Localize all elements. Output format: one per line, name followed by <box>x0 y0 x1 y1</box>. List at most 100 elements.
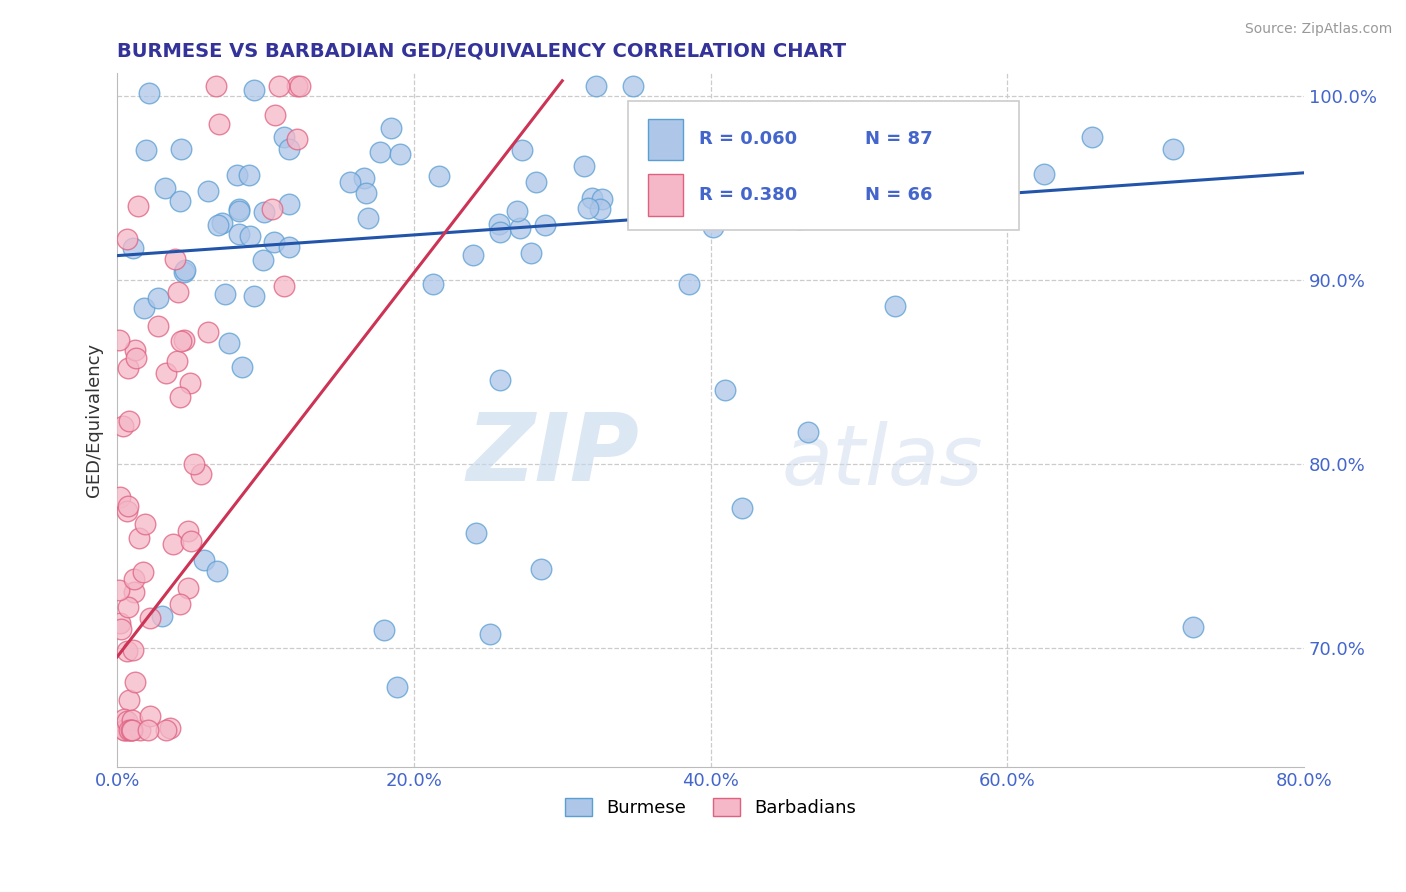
Point <box>228 227 250 242</box>
Point <box>821 145 844 160</box>
Point <box>720 136 742 150</box>
Point <box>731 500 754 515</box>
Point <box>678 277 700 291</box>
Point <box>139 611 162 625</box>
Point <box>180 533 202 548</box>
Point <box>904 186 927 201</box>
Point <box>110 491 132 505</box>
Point <box>114 723 136 738</box>
Point <box>115 644 138 658</box>
Point <box>520 246 543 260</box>
Point <box>179 376 201 391</box>
Point <box>239 229 262 244</box>
Point <box>1032 167 1054 181</box>
Point <box>463 248 485 262</box>
Point <box>533 218 555 232</box>
Bar <box>648 119 683 161</box>
Point <box>228 202 250 217</box>
Point <box>173 265 195 279</box>
Point <box>510 143 533 157</box>
Point <box>429 169 451 183</box>
Point <box>177 581 200 595</box>
Point <box>285 79 308 94</box>
Point <box>121 713 143 727</box>
Point <box>278 240 301 254</box>
Point <box>253 205 276 219</box>
Point <box>117 361 139 376</box>
Point <box>197 185 219 199</box>
Point <box>637 157 659 171</box>
Point <box>124 675 146 690</box>
Point <box>273 130 295 145</box>
Point <box>589 202 612 216</box>
Point <box>789 212 811 227</box>
Point <box>167 285 190 299</box>
Point <box>162 537 184 551</box>
Point <box>373 623 395 637</box>
Point <box>183 457 205 471</box>
Point <box>163 252 186 266</box>
Point <box>138 87 160 101</box>
Point <box>273 278 295 293</box>
Point <box>190 467 212 481</box>
Point <box>572 159 595 173</box>
Point <box>1182 620 1205 634</box>
Point <box>148 291 170 305</box>
Point <box>193 553 215 567</box>
Point <box>207 218 229 232</box>
Point <box>488 217 510 231</box>
Point <box>907 141 929 155</box>
Point <box>117 232 139 246</box>
Point <box>422 277 444 292</box>
Point <box>155 723 177 738</box>
Bar <box>648 174 683 216</box>
Point <box>110 622 132 636</box>
Point <box>169 390 191 404</box>
Point <box>252 252 274 267</box>
Point <box>122 241 145 255</box>
Point <box>128 723 150 738</box>
Point <box>205 564 228 578</box>
Point <box>169 597 191 611</box>
Point <box>623 79 645 94</box>
Point <box>214 286 236 301</box>
Point <box>591 193 613 207</box>
Point <box>121 723 143 738</box>
Point <box>122 643 145 657</box>
Point <box>243 289 266 303</box>
Point <box>465 526 488 541</box>
Point <box>132 566 155 580</box>
Point <box>288 79 311 94</box>
Point <box>489 225 512 239</box>
Point <box>150 608 173 623</box>
Point <box>581 191 603 205</box>
Point <box>170 334 193 348</box>
Text: N = 66: N = 66 <box>865 186 932 204</box>
Point <box>243 83 266 97</box>
Point <box>134 301 156 316</box>
Text: BURMESE VS BARBADIAN GED/EQUIVALENCY CORRELATION CHART: BURMESE VS BARBADIAN GED/EQUIVALENCY COR… <box>117 42 846 61</box>
Point <box>278 197 301 211</box>
Point <box>353 171 375 186</box>
Point <box>882 176 904 190</box>
Point <box>118 693 141 707</box>
Point <box>155 181 177 195</box>
Text: N = 87: N = 87 <box>865 130 932 148</box>
Point <box>120 723 142 738</box>
Point <box>208 117 231 131</box>
Point <box>262 202 284 216</box>
FancyBboxPatch shape <box>627 101 1019 229</box>
Point <box>121 723 143 738</box>
Point <box>118 413 141 427</box>
Point <box>124 343 146 357</box>
Point <box>478 627 501 641</box>
Point <box>125 351 148 366</box>
Point <box>108 583 131 598</box>
Point <box>159 722 181 736</box>
Point <box>112 712 135 726</box>
Point <box>530 561 553 575</box>
Point <box>112 419 135 434</box>
Point <box>509 221 531 235</box>
Point <box>231 360 253 375</box>
Point <box>136 723 159 738</box>
